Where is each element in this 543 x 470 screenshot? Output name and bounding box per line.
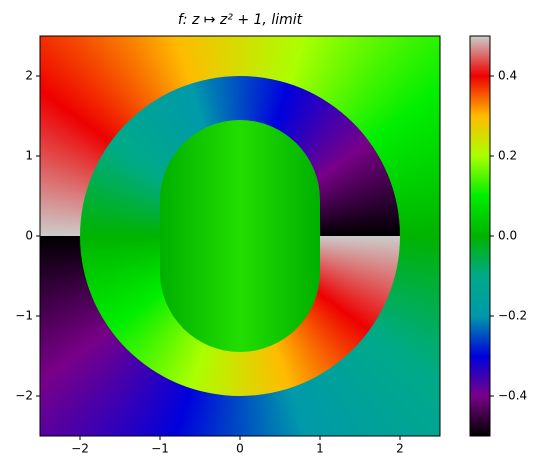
y-tick-label: 2 — [25, 69, 33, 83]
x-tick-label: 0 — [236, 442, 244, 456]
y-tick-label: 0 — [25, 229, 33, 243]
y-tick-label: −1 — [15, 309, 33, 323]
chart-title: f: z ↦ z² + 1, limit — [178, 12, 303, 28]
colorbar-frame — [469, 35, 491, 437]
colorbar-tick-label: 0.2 — [498, 149, 517, 163]
colorbar-tick-label: 0.0 — [498, 229, 517, 243]
colorbar-tick-label: 0.4 — [498, 69, 517, 83]
colorbar-tick-label: −0.2 — [498, 309, 527, 323]
phase-core — [160, 120, 320, 352]
colorbar — [470, 36, 490, 436]
y-tick-label: −2 — [15, 389, 33, 403]
y-tick-label: 1 — [25, 149, 33, 163]
plot-area — [40, 36, 440, 436]
x-tick-label: 2 — [396, 442, 404, 456]
x-tick-label: −2 — [71, 442, 89, 456]
axes-frame — [39, 35, 441, 437]
x-tick-label: 1 — [316, 442, 324, 456]
colorbar-tick-label: −0.4 — [498, 389, 527, 403]
x-tick-label: −1 — [151, 442, 169, 456]
